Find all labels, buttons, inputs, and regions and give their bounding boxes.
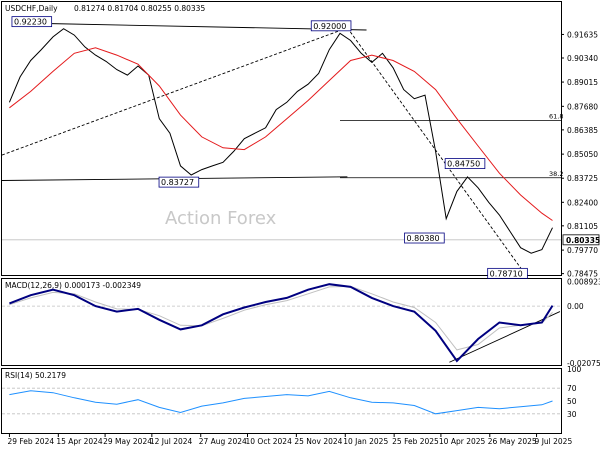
- ohlc-label: 0.81274 0.81704 0.80255 0.80335: [74, 4, 205, 13]
- series-layer: [8, 28, 554, 415]
- price-annotation-label: 0.84750: [447, 160, 480, 169]
- macd-y-tick-label: -0.020759: [567, 359, 600, 368]
- grid-layer: [2, 120, 561, 415]
- fib-level-label: 61.8: [549, 113, 563, 121]
- price-annotation-box: [158, 176, 200, 188]
- y-tick-label: 0.90340: [567, 54, 598, 63]
- rsi-line: [9, 390, 553, 415]
- x-tick-label: 29 May 2024: [103, 437, 152, 446]
- price-annotation-label: 0.92230: [14, 18, 47, 27]
- price-panel-frame: [1, 1, 562, 276]
- x-tick-label: 10 Apr 2025: [439, 437, 486, 446]
- price-annotation-box: [11, 16, 53, 28]
- y-tick-label: 0.86385: [567, 126, 598, 135]
- macd-header: MACD(12,26,9) 0.000173 -0.002349: [5, 281, 141, 290]
- price-annotation-label: 0.78710: [490, 269, 523, 278]
- price-annotation-label: 0.83727: [161, 178, 194, 187]
- x-tick-label: 10 Oct 2024: [245, 437, 292, 446]
- rsi-header: RSI(14) 50.2179: [5, 371, 66, 380]
- x-tick-label: 25 Feb 2025: [392, 437, 439, 446]
- y-tick-label: 0.78475: [567, 270, 598, 279]
- y-tick-label: 0.85050: [567, 150, 598, 159]
- x-tick-label: 27 Aug 2024: [199, 437, 247, 446]
- rsi-y-tick-label: 70: [567, 384, 577, 393]
- price-annotation-box: [404, 232, 445, 244]
- y-tick-label: 0.87680: [567, 102, 598, 111]
- trendline-layer: [1, 23, 561, 363]
- price-line: [8, 28, 553, 254]
- price-annotation-label: 0.80380: [407, 234, 440, 243]
- watermark: Action Forex: [165, 208, 277, 229]
- x-tick-label: 12 Jul 2024: [150, 437, 193, 446]
- current-price-box: [562, 234, 600, 246]
- x-tick-label: 26 May 2025: [488, 437, 537, 446]
- current-price-label: 0.80335: [566, 236, 600, 245]
- annotation-layer: 61.8 38.2 0.92230 0.92000 0.83727 0.84750 0.80…: [11, 16, 563, 279]
- price-annotation-box: [310, 20, 352, 32]
- y-tick-label: 0.91635: [567, 30, 598, 39]
- price-header: USDCHF,Daily 0.81274 0.81704 0.80255 0.8…: [5, 4, 205, 13]
- rsi-y-tick-label: 50: [567, 397, 577, 406]
- y-tick-label: 0.83725: [567, 174, 598, 183]
- symbol-label: USDCHF,Daily: [5, 4, 58, 13]
- price-annotation-box: [487, 267, 528, 279]
- rsi-panel-frame: [1, 368, 562, 434]
- y-tick-label: 0.81105: [567, 222, 598, 231]
- moving-average-line: [9, 47, 553, 221]
- rsi-y-tick-label: 30: [567, 410, 577, 419]
- x-tick-label: 15 Apr 2024: [56, 437, 103, 446]
- x-tick-label: 25 Nov 2024: [294, 437, 342, 446]
- macd-y-tick-label: 0.008923: [567, 278, 600, 287]
- price-annotation-label: 0.92000: [313, 22, 346, 31]
- y-tick-label: 0.89015: [567, 78, 598, 87]
- fib-level-label: 38.2: [549, 170, 563, 178]
- macd-trendline: [449, 311, 561, 363]
- rsi-y-tick-label: 100: [567, 365, 582, 374]
- price-annotation-box: [444, 158, 486, 169]
- y-tick-label: 0.79770: [567, 246, 598, 255]
- macd-signal-line: [9, 285, 553, 351]
- macd-panel-frame: [1, 278, 562, 366]
- macd-y-tick-label: 0.00: [567, 302, 584, 311]
- x-tick-label: 10 Jan 2025: [343, 437, 388, 446]
- upper-channel-line: [1, 27, 348, 156]
- y-tick-label: 0.82400: [567, 198, 598, 207]
- x-tick-label: 9 Jul 2025: [535, 437, 573, 446]
- x-tick-label: 29 Feb 2024: [7, 437, 54, 446]
- macd-line: [9, 283, 554, 363]
